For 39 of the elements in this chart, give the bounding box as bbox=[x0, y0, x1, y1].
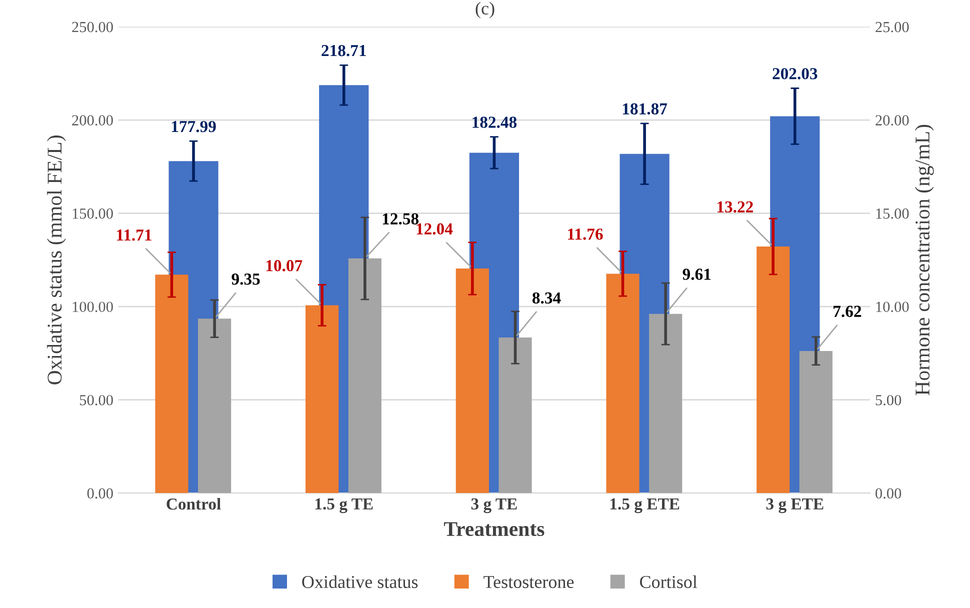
y2-tick-label: 15.00 bbox=[876, 208, 909, 219]
y2-tick-label: 20.00 bbox=[876, 115, 909, 126]
legend-label: Oxidative status bbox=[302, 575, 418, 588]
x-tick-label: 1.5 g TE bbox=[315, 498, 373, 514]
x-tick-label: 3 g TE bbox=[471, 498, 517, 514]
data-label: 13.22 bbox=[718, 201, 753, 213]
data-label: 177.99 bbox=[172, 120, 216, 132]
data-label: 181.87 bbox=[622, 103, 668, 115]
y-tick-label: 250.00 bbox=[72, 22, 113, 32]
y-tick-label: 50.00 bbox=[80, 394, 113, 406]
data-label: 202.03 bbox=[772, 68, 818, 80]
data-label: 182.48 bbox=[472, 116, 517, 128]
y-tick-label: 150.00 bbox=[72, 208, 113, 219]
data-label: 9.61 bbox=[682, 268, 711, 280]
data-label: 9.35 bbox=[232, 274, 260, 285]
y-tick-label: 200.00 bbox=[72, 115, 113, 126]
legend-label: Cortisol bbox=[640, 575, 698, 588]
y2-tick-label: 10.00 bbox=[876, 302, 909, 312]
x-tick-label: 3 g ETE bbox=[766, 498, 824, 514]
data-label: 11.71 bbox=[117, 230, 152, 241]
x-tick-label: 1.5 g ETE bbox=[610, 498, 680, 514]
y-axis-title: Oxidative status (mmol FE/L) bbox=[47, 136, 66, 384]
data-label: 12.58 bbox=[382, 213, 419, 225]
y-tick-label: 100.00 bbox=[72, 302, 113, 312]
chart-title: (c) bbox=[476, 2, 494, 18]
data-label: 7.62 bbox=[834, 306, 862, 318]
data-label: 8.34 bbox=[532, 292, 561, 304]
data-label: 10.07 bbox=[266, 260, 302, 272]
legend-label: Testosterone bbox=[484, 576, 574, 588]
y2-tick-label: 0.00 bbox=[876, 488, 902, 499]
data-label: 12.04 bbox=[416, 223, 453, 235]
x-axis-title: Treatments bbox=[444, 522, 544, 536]
y2-tick-label: 25.00 bbox=[876, 22, 909, 32]
x-tick-label: Control bbox=[166, 498, 221, 510]
y2-tick-label: 5.00 bbox=[876, 394, 902, 406]
y2-axis-title: Hormone concentration (ng/mL) bbox=[914, 124, 934, 396]
data-label: 218.71 bbox=[322, 44, 366, 56]
y-tick-label: 0.00 bbox=[87, 488, 113, 499]
data-label: 11.76 bbox=[568, 228, 603, 240]
